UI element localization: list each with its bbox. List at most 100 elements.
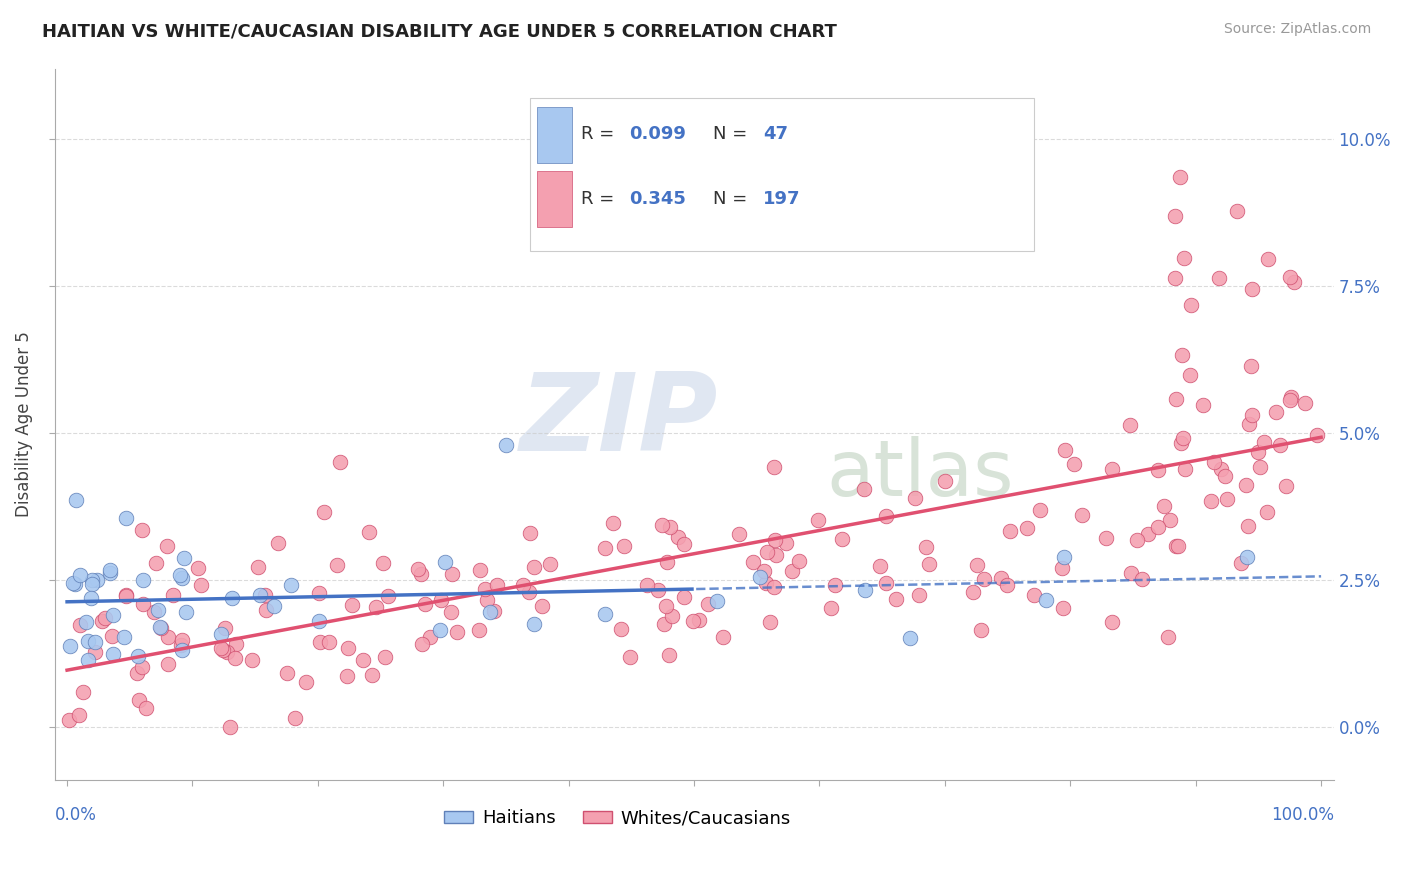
Point (1164, 209, 1187, 223)
Point (728, 527, 751, 541)
Point (337, 641, 360, 656)
Point (364, 599, 387, 614)
Point (655, 555, 678, 569)
Point (1147, 520, 1170, 534)
Point (763, 533, 786, 547)
Point (1166, 392, 1188, 406)
Point (75, 615, 97, 629)
Point (240, 653, 263, 667)
Point (918, 557, 941, 571)
Point (86, 573, 108, 587)
Text: 0.345: 0.345 (628, 190, 686, 208)
Point (254, 603, 277, 617)
Point (440, 566, 463, 581)
Point (212, 643, 235, 657)
Point (595, 607, 617, 621)
Point (1241, 282, 1264, 296)
Point (145, 556, 167, 570)
Text: Source: ZipAtlas.com: Source: ZipAtlas.com (1223, 22, 1371, 37)
Point (249, 588, 271, 602)
Point (280, 578, 302, 592)
Point (831, 532, 853, 546)
Point (114, 589, 136, 603)
Point (336, 668, 359, 682)
Point (1180, 298, 1202, 312)
Point (820, 600, 842, 615)
Point (162, 588, 184, 602)
Point (1246, 445, 1268, 459)
Point (742, 555, 765, 569)
Point (101, 607, 124, 622)
Point (478, 605, 501, 619)
Text: 197: 197 (763, 190, 800, 208)
Point (63, 577, 86, 591)
Point (1159, 512, 1181, 526)
Point (352, 653, 374, 667)
Point (357, 524, 380, 539)
Text: N =: N = (713, 126, 752, 144)
Point (172, 643, 194, 657)
Point (101, 629, 124, 643)
Point (190, 578, 212, 592)
Point (429, 623, 451, 637)
Point (221, 591, 243, 606)
Point (318, 635, 340, 649)
Point (1070, 508, 1092, 523)
Point (209, 640, 232, 655)
Point (1279, 393, 1302, 408)
Point (187, 560, 209, 574)
Point (132, 597, 155, 611)
Point (1239, 359, 1261, 374)
Point (763, 460, 786, 475)
Point (84, 635, 107, 649)
Point (995, 578, 1018, 592)
Point (1202, 454, 1225, 468)
Point (150, 621, 173, 635)
Point (90, 614, 112, 628)
Point (308, 614, 330, 628)
Point (602, 516, 624, 530)
Point (898, 631, 921, 645)
Point (908, 588, 931, 602)
Point (673, 590, 696, 604)
Point (82, 577, 104, 591)
Point (1173, 430, 1195, 444)
Point (619, 649, 641, 664)
Point (595, 541, 617, 556)
Point (1035, 593, 1057, 607)
Point (1167, 539, 1189, 553)
Text: 0.0%: 0.0% (55, 806, 97, 824)
Point (651, 518, 673, 533)
Point (1284, 276, 1306, 290)
Point (69, 618, 91, 632)
Point (688, 613, 710, 627)
Point (225, 637, 247, 651)
Point (132, 574, 155, 588)
Point (1101, 615, 1123, 630)
Point (125, 665, 148, 680)
Point (77, 653, 100, 667)
Point (1094, 531, 1116, 545)
Point (430, 593, 453, 607)
Point (1275, 479, 1298, 493)
Point (146, 602, 169, 616)
Point (84, 645, 107, 659)
Point (72, 685, 94, 699)
Point (990, 571, 1012, 585)
Text: atlas: atlas (827, 436, 1014, 512)
Point (789, 554, 811, 568)
Point (224, 651, 246, 665)
Point (610, 622, 633, 636)
Text: ZIP: ZIP (520, 368, 718, 475)
Point (780, 564, 803, 578)
Point (82, 573, 104, 587)
Point (128, 693, 150, 707)
Point (170, 638, 193, 652)
Point (1306, 427, 1329, 442)
Point (998, 524, 1021, 538)
Point (775, 536, 797, 550)
Point (1170, 435, 1192, 450)
Point (419, 630, 441, 644)
Point (884, 592, 907, 607)
Point (100, 563, 122, 577)
